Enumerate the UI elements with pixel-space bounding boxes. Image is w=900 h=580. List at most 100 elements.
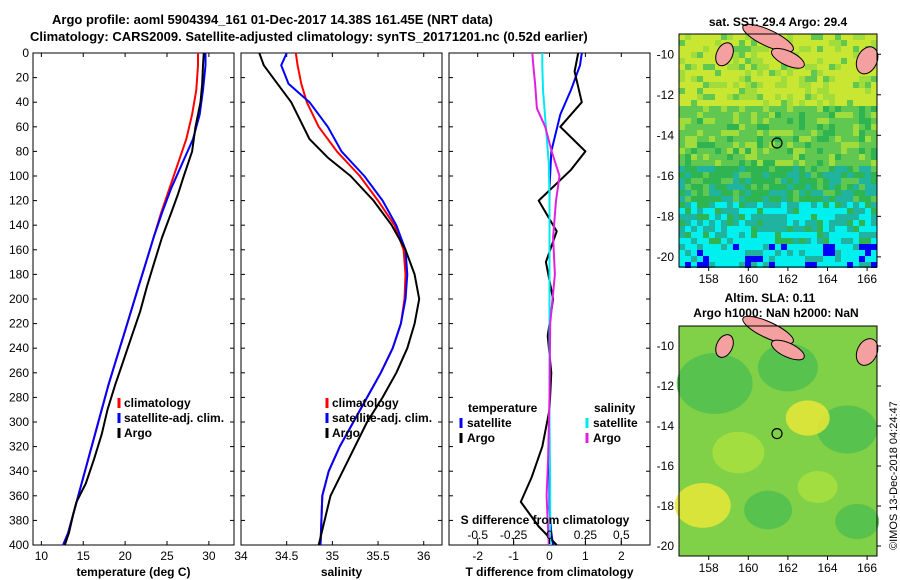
sst-cell	[703, 82, 709, 88]
sst-cell	[823, 172, 829, 178]
sst-cell	[811, 256, 817, 262]
sst-cell	[769, 70, 775, 76]
sst-cell	[703, 106, 709, 112]
sst-cell	[817, 118, 823, 124]
sst-cell	[745, 160, 751, 166]
sst-cell	[811, 76, 817, 82]
sst-cell	[847, 226, 853, 232]
sst-cell	[859, 100, 865, 106]
sst-cell	[871, 112, 877, 118]
sst-cell	[793, 142, 799, 148]
sst-cell	[709, 136, 715, 142]
sst-cell	[793, 256, 799, 262]
sst-cell	[769, 106, 775, 112]
sst-cell	[835, 178, 841, 184]
sst-cell	[865, 118, 871, 124]
sst-cell	[733, 214, 739, 220]
sst-cell	[751, 256, 757, 262]
sla-map-title: Altim. SLA: 0.11	[725, 291, 816, 305]
sst-cell	[871, 106, 877, 112]
sst-cell	[709, 112, 715, 118]
sst-cell	[871, 184, 877, 190]
sst-cell	[727, 202, 733, 208]
sst-cell	[775, 172, 781, 178]
sst-cell	[841, 94, 847, 100]
sst-cell	[787, 238, 793, 244]
sst-cell	[823, 202, 829, 208]
sst-cell	[691, 214, 697, 220]
sst-cell	[793, 94, 799, 100]
sst-cell	[757, 202, 763, 208]
sst-cell	[793, 184, 799, 190]
sst-cell	[721, 76, 727, 82]
sst-cell	[829, 190, 835, 196]
series-line-climatology	[62, 53, 199, 546]
s-tick-label: 0.5	[613, 528, 630, 542]
legend-label: climatology	[124, 396, 191, 410]
sst-cell	[781, 88, 787, 94]
sst-cell	[805, 172, 811, 178]
depth-tick-label: 320	[9, 440, 29, 454]
sst-cell	[679, 238, 685, 244]
sst-map-title: sat. SST: 29.4 Argo: 29.4	[709, 15, 848, 29]
map-xtick-label: 158	[699, 272, 719, 286]
sst-cell	[709, 118, 715, 124]
sst-cell	[841, 130, 847, 136]
sst-cell	[721, 190, 727, 196]
sst-cell	[727, 244, 733, 250]
sst-cell	[865, 238, 871, 244]
sst-cell	[763, 112, 769, 118]
sst-cell	[829, 106, 835, 112]
sst-cell	[775, 100, 781, 106]
sst-cell	[685, 148, 691, 154]
sst-cell	[685, 244, 691, 250]
sst-cell	[787, 208, 793, 214]
sst-cell	[739, 214, 745, 220]
sst-cell	[835, 232, 841, 238]
sst-cell	[727, 262, 733, 268]
sst-cell	[847, 190, 853, 196]
sst-cell	[685, 220, 691, 226]
sst-cell	[703, 250, 709, 256]
sst-cell	[697, 100, 703, 106]
sst-cell	[847, 184, 853, 190]
sst-cell	[853, 88, 859, 94]
sst-cell	[709, 88, 715, 94]
sst-cell	[685, 184, 691, 190]
sst-cell	[781, 208, 787, 214]
sst-cell	[859, 136, 865, 142]
sst-cell	[715, 106, 721, 112]
sst-cell	[685, 208, 691, 214]
sst-cell	[709, 34, 715, 40]
sst-cell	[691, 232, 697, 238]
sst-cell	[691, 160, 697, 166]
sst-cell	[853, 196, 859, 202]
sst-cell	[787, 160, 793, 166]
sst-cell	[835, 124, 841, 130]
sst-cell	[775, 256, 781, 262]
sst-cell	[757, 220, 763, 226]
sst-cell	[703, 112, 709, 118]
sst-cell	[865, 244, 871, 250]
sst-cell	[817, 64, 823, 70]
sst-cell	[835, 136, 841, 142]
sst-cell	[787, 184, 793, 190]
sst-cell	[799, 208, 805, 214]
sst-cell	[679, 232, 685, 238]
sst-cell	[775, 208, 781, 214]
sst-cell	[679, 250, 685, 256]
sst-cell	[745, 118, 751, 124]
depth-tick-label: 240	[9, 341, 29, 355]
sst-cell	[799, 250, 805, 256]
sst-cell	[679, 178, 685, 184]
sst-cell	[805, 88, 811, 94]
map-ytick-label: -20	[657, 250, 675, 264]
sst-cell	[721, 232, 727, 238]
sst-cell	[847, 34, 853, 40]
sst-cell	[757, 244, 763, 250]
sst-cell	[679, 208, 685, 214]
sst-cell	[697, 94, 703, 100]
sst-cell	[811, 154, 817, 160]
sst-cell	[739, 154, 745, 160]
sst-cell	[691, 172, 697, 178]
